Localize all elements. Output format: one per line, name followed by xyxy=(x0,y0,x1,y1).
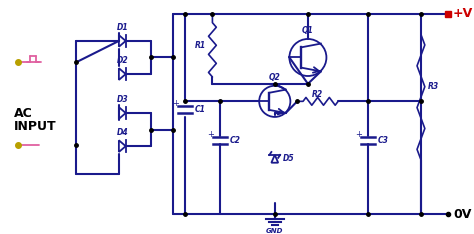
Text: C2: C2 xyxy=(230,136,241,145)
Text: R3: R3 xyxy=(428,82,439,91)
Text: INPUT: INPUT xyxy=(14,120,56,133)
Text: D2: D2 xyxy=(117,56,128,65)
Text: AC: AC xyxy=(14,106,32,120)
Text: C1: C1 xyxy=(195,105,206,114)
Text: 0V: 0V xyxy=(453,208,472,221)
Text: D3: D3 xyxy=(117,95,128,104)
Text: Q2: Q2 xyxy=(269,73,281,82)
Text: R2: R2 xyxy=(312,90,323,99)
Text: D5: D5 xyxy=(283,154,295,163)
Text: Q1: Q1 xyxy=(302,26,314,35)
Text: +: + xyxy=(355,130,362,139)
Text: D4: D4 xyxy=(117,128,128,137)
Text: D1: D1 xyxy=(117,23,128,32)
Text: C3: C3 xyxy=(378,136,389,145)
Text: +: + xyxy=(207,130,214,139)
Text: +: + xyxy=(172,99,179,108)
Text: +V: +V xyxy=(453,7,474,20)
Text: R1: R1 xyxy=(194,41,206,50)
Text: GND: GND xyxy=(266,228,283,234)
